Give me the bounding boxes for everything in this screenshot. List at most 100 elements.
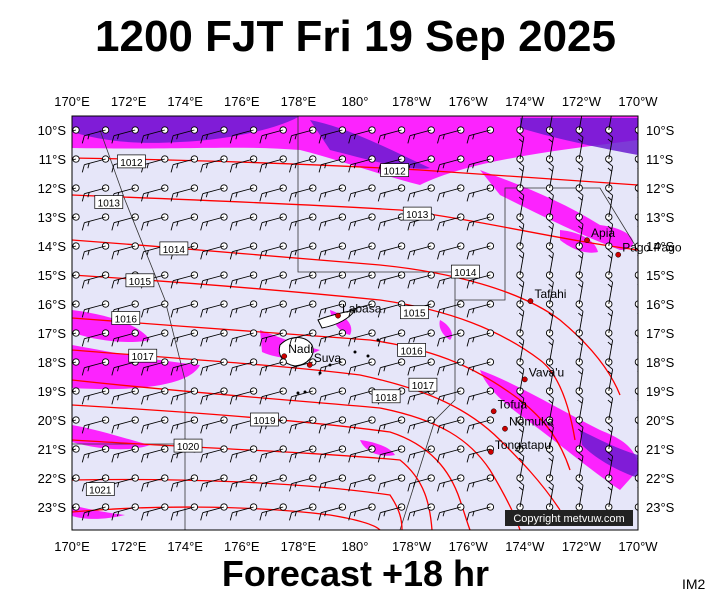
wind-barb bbox=[81, 213, 110, 231]
wind-barb bbox=[229, 126, 258, 144]
place-marker bbox=[490, 408, 497, 415]
lat-tick-label-left: 21°S bbox=[38, 442, 67, 457]
wind-barb bbox=[437, 213, 465, 231]
wind-barb bbox=[111, 126, 139, 144]
wind-barb bbox=[170, 416, 199, 434]
lat-tick-label-right: 10°S bbox=[646, 123, 675, 138]
forecast-label: Forecast +18 hr bbox=[221, 553, 490, 594]
wind-barb bbox=[605, 421, 614, 453]
wind-barb bbox=[318, 416, 347, 434]
svg-text:1016: 1016 bbox=[400, 346, 423, 357]
lat-tick-label-right: 23°S bbox=[646, 500, 675, 515]
wind-barb bbox=[229, 213, 258, 231]
wind-barb bbox=[289, 242, 317, 260]
wind-barb bbox=[200, 416, 228, 434]
svg-text:1013: 1013 bbox=[406, 210, 429, 221]
wind-barb bbox=[407, 242, 435, 260]
lat-tick-label-right: 19°S bbox=[646, 384, 675, 399]
wind-barb bbox=[516, 305, 525, 337]
wind-barb bbox=[605, 450, 614, 482]
island-dot bbox=[296, 391, 300, 395]
place-label: Tongatapu bbox=[495, 438, 551, 452]
lat-tick-label-left: 15°S bbox=[38, 268, 67, 283]
wind-barb bbox=[466, 474, 495, 492]
wind-barb bbox=[377, 242, 406, 260]
svg-text:1021: 1021 bbox=[89, 486, 112, 497]
wind-barb bbox=[259, 445, 287, 463]
wind-barb bbox=[377, 445, 406, 463]
wind-barb bbox=[516, 189, 525, 221]
wind-barb bbox=[289, 387, 317, 405]
wind-barb bbox=[407, 474, 435, 492]
wind-barb bbox=[377, 416, 406, 434]
place-label: Tafahi bbox=[534, 287, 566, 301]
wind-barb bbox=[605, 116, 613, 134]
place-label: Tofua bbox=[498, 397, 528, 411]
wind-barb bbox=[407, 416, 435, 434]
wind-barb bbox=[111, 416, 139, 434]
wind-barb bbox=[634, 189, 638, 221]
wind-barb bbox=[229, 474, 258, 492]
lon-tick-label-top: 172°W bbox=[562, 94, 602, 109]
wind-barb bbox=[141, 358, 169, 376]
wind-barb bbox=[437, 445, 465, 463]
wind-barb bbox=[81, 126, 110, 144]
wind-barb bbox=[229, 155, 258, 173]
wind-barb bbox=[170, 474, 199, 492]
lat-tick-label-left: 18°S bbox=[38, 355, 67, 370]
wind-barb bbox=[605, 334, 614, 366]
wind-barb bbox=[437, 300, 465, 318]
lat-tick-label-right: 14°S bbox=[646, 239, 675, 254]
wind-barb bbox=[407, 184, 435, 202]
wind-barb bbox=[289, 271, 317, 289]
wind-barb bbox=[141, 155, 169, 173]
lat-tick-label-left: 19°S bbox=[38, 384, 67, 399]
lon-tick-label-top: 172°E bbox=[111, 94, 147, 109]
lat-tick-label-left: 22°S bbox=[38, 471, 67, 486]
wind-barb bbox=[289, 300, 317, 318]
wind-barb bbox=[605, 131, 614, 163]
wind-barb bbox=[377, 184, 406, 202]
lon-tick-label-bottom: 180° bbox=[342, 539, 369, 554]
isobar-label: 1018 bbox=[371, 389, 401, 404]
wind-barb bbox=[200, 358, 228, 376]
wind-barb bbox=[200, 184, 228, 202]
wind-barb bbox=[437, 503, 465, 521]
island-dot bbox=[366, 354, 370, 358]
wind-barb bbox=[81, 155, 110, 173]
wind-barb bbox=[516, 334, 525, 366]
wind-barb bbox=[259, 474, 287, 492]
lat-tick-label-left: 23°S bbox=[38, 500, 67, 515]
wind-barb bbox=[170, 271, 199, 289]
isobar-label: 1014 bbox=[159, 241, 189, 256]
wind-barb bbox=[634, 392, 638, 424]
wind-barb bbox=[259, 184, 287, 202]
wind-barb bbox=[318, 242, 347, 260]
svg-text:1019: 1019 bbox=[253, 416, 276, 427]
place-marker bbox=[335, 312, 341, 319]
lon-tick-label-bottom: 170°W bbox=[618, 539, 658, 554]
lon-tick-label-top: 176°W bbox=[449, 94, 489, 109]
place-label: Suva bbox=[314, 351, 342, 365]
wind-barb bbox=[377, 300, 406, 318]
place-marker bbox=[306, 362, 313, 368]
svg-text:1015: 1015 bbox=[403, 309, 426, 320]
wind-barb bbox=[545, 450, 554, 482]
wind-barb bbox=[81, 387, 110, 405]
wind-barb bbox=[259, 387, 287, 405]
lon-tick-label-bottom: 170°E bbox=[54, 539, 90, 554]
wind-barb bbox=[229, 445, 258, 463]
wind-barb bbox=[348, 184, 376, 202]
wind-barb bbox=[575, 392, 584, 424]
wind-barb bbox=[605, 479, 614, 511]
wind-barb bbox=[437, 416, 465, 434]
svg-text:1012: 1012 bbox=[120, 158, 143, 169]
wind-barb bbox=[466, 503, 495, 521]
wind-barb bbox=[634, 363, 638, 395]
lon-tick-label-bottom: 178°W bbox=[392, 539, 432, 554]
wind-barb bbox=[289, 126, 317, 144]
wind-barb bbox=[605, 218, 614, 250]
lon-tick-label-top: 170°E bbox=[54, 94, 90, 109]
wind-barb bbox=[575, 247, 584, 279]
